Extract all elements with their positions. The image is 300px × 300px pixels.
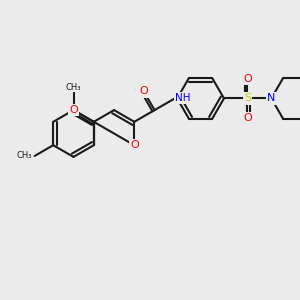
Text: O: O <box>130 140 139 150</box>
Text: CH₃: CH₃ <box>16 152 32 160</box>
Text: NH: NH <box>175 93 190 103</box>
Text: O: O <box>69 105 78 115</box>
Text: CH₃: CH₃ <box>66 82 81 91</box>
Text: O: O <box>140 86 148 96</box>
Text: O: O <box>243 74 252 84</box>
Text: O: O <box>243 113 252 123</box>
Text: S: S <box>244 93 251 103</box>
Text: N: N <box>267 93 276 103</box>
